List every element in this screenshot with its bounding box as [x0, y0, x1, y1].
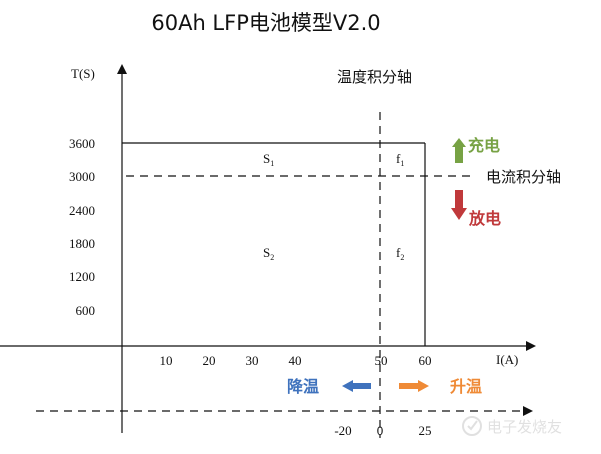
temperature-tick-25: 25 — [419, 423, 432, 438]
heat-label: 升温 — [450, 377, 482, 396]
temperature-tick-0: 0 — [377, 423, 384, 438]
y-tick-3600: 3600 — [69, 136, 95, 151]
region-s2-label: S2 — [263, 245, 274, 262]
discharge-arrow-icon — [451, 190, 467, 220]
x-tick-50: 50 — [375, 353, 388, 368]
charge-arrow-icon — [452, 138, 466, 163]
watermark-logo-icon — [462, 416, 482, 436]
x-tick-30: 30 — [246, 353, 259, 368]
y-tick-3000: 3000 — [69, 169, 95, 184]
watermark-logo-mark — [467, 420, 478, 431]
x-tick-60: 60 — [419, 353, 432, 368]
heat-arrow-icon — [399, 380, 429, 392]
region-f2-label: f2 — [396, 245, 404, 262]
diagram-title: 60Ah LFP电池模型V2.0 — [151, 11, 380, 35]
temperature-axis-label: 温度积分轴 — [337, 68, 412, 86]
charge-label: 充电 — [468, 136, 500, 155]
x-axis-label: I(A) — [496, 352, 518, 367]
region-s2-sub: 2 — [270, 253, 274, 262]
region-f1-base: f — [396, 151, 401, 166]
x-tick-20: 20 — [203, 353, 216, 368]
cool-label: 降温 — [287, 377, 319, 396]
region-f1-sub: 1 — [400, 159, 404, 168]
y-tick-600: 600 — [76, 303, 96, 318]
region-s1-sub: 1 — [270, 159, 274, 168]
region-s2-base: S — [263, 245, 270, 260]
region-f2-base: f — [396, 245, 401, 260]
x-tick-10: 10 — [160, 353, 173, 368]
x-tick-40: 40 — [289, 353, 302, 368]
watermark-logo: 电子发烧友 — [462, 416, 562, 436]
y-tick-1200: 1200 — [69, 269, 95, 284]
discharge-label: 放电 — [468, 209, 501, 228]
y-tick-2400: 2400 — [69, 203, 95, 218]
y-tick-1800: 1800 — [69, 236, 95, 251]
current-axis-label: 电流积分轴 — [486, 168, 561, 186]
temperature-tick-negative-20: -20 — [334, 423, 351, 438]
region-s1-base: S — [263, 151, 270, 166]
region-s1-label: S1 — [263, 151, 274, 168]
region-f1-label: f1 — [396, 151, 404, 168]
watermark-text: 电子发烧友 — [487, 418, 562, 436]
y-axis-label: T(S) — [71, 66, 95, 81]
cool-arrow-icon — [342, 380, 371, 392]
region-f2-sub: 2 — [400, 253, 404, 262]
